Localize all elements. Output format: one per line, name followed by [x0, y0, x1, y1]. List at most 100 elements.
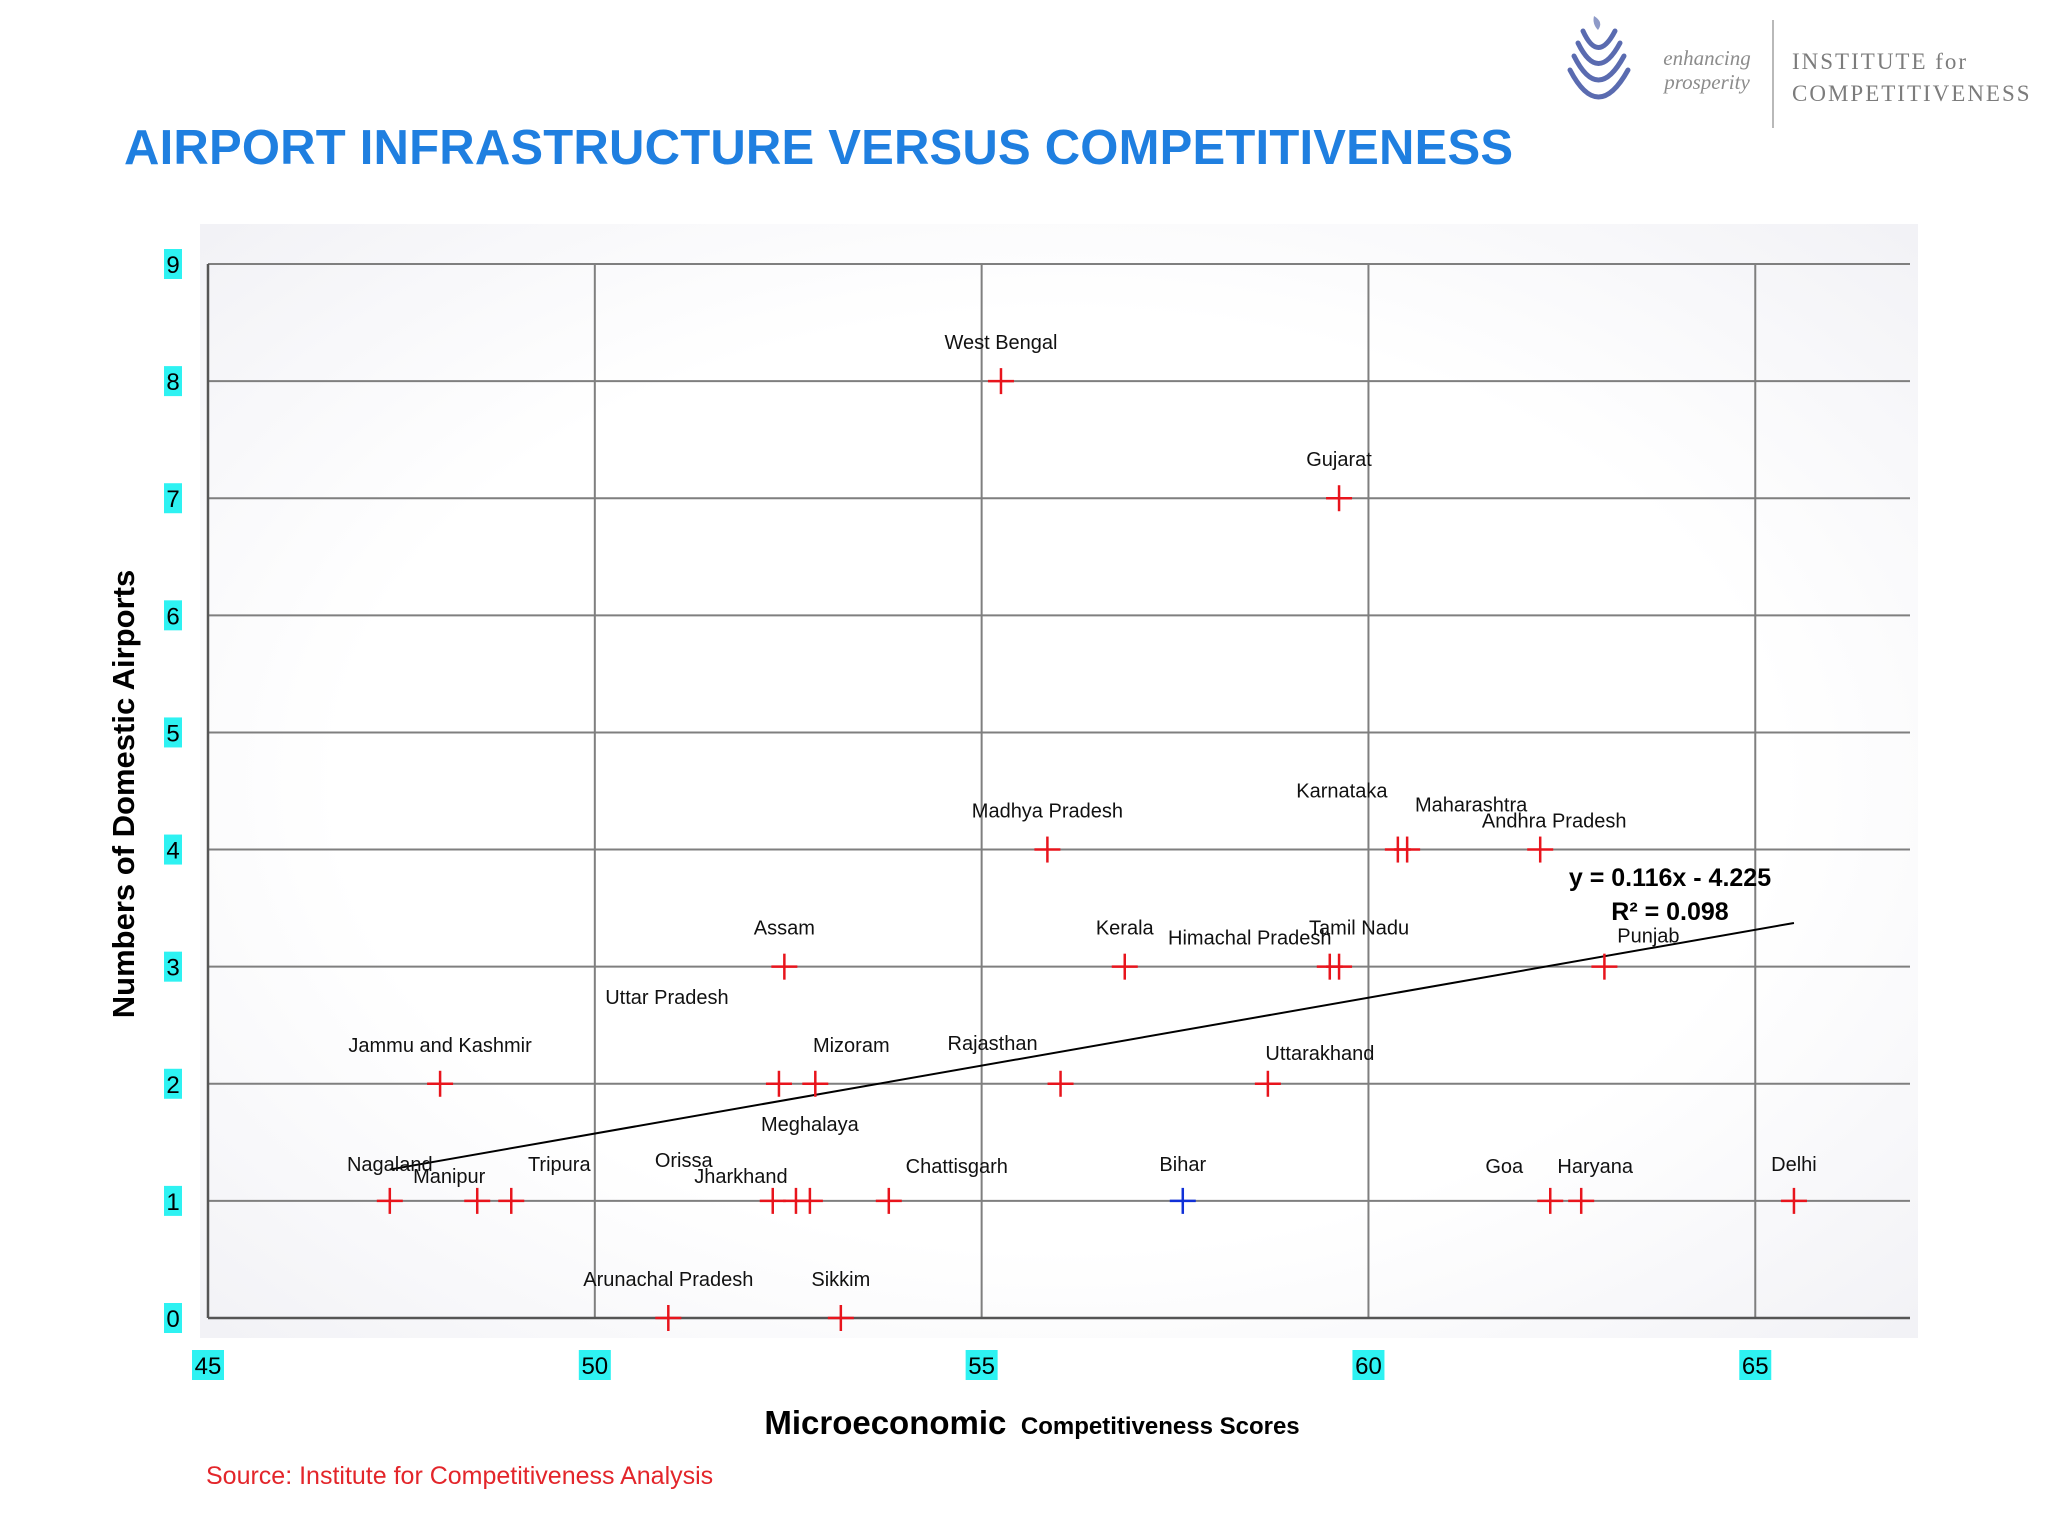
chart-grid: [206, 263, 1910, 1320]
y-tick-highlight: [164, 717, 182, 748]
y-tick-highlight: [164, 483, 182, 514]
trendline-r-squared: R² = 0.098: [1611, 898, 1729, 926]
x-tick-label: 55: [968, 1353, 995, 1380]
point-label: Himachal Pradesh: [1168, 928, 1331, 950]
data-points: West Bengal Gujarat Madhya Pradesh Karnatak…: [347, 332, 1817, 1331]
point-label: Assam: [754, 918, 815, 940]
data-point-mizoram: Mizoram: [802, 1035, 890, 1097]
y-tick-label: 1: [166, 1189, 179, 1216]
x-tick-highlight: [192, 1350, 224, 1380]
data-point-madhya-pradesh: Madhya Pradesh: [972, 801, 1123, 863]
point-label: Tamil Nadu: [1309, 918, 1409, 940]
point-label: Arunachal Pradesh: [583, 1269, 753, 1291]
point-label: Nagaland: [347, 1154, 433, 1176]
point-label: Gujarat: [1306, 449, 1372, 471]
data-point-bihar: Bihar: [1159, 1154, 1206, 1214]
point-label: Rajasthan: [948, 1033, 1038, 1055]
layered-leaf-emblem-icon: [1567, 16, 1631, 100]
point-label: Jharkhand: [694, 1166, 787, 1188]
data-point-nagaland: Nagaland: [347, 1154, 433, 1214]
point-label: Meghalaya: [761, 1114, 860, 1136]
data-point-delhi: Delhi: [1771, 1154, 1817, 1214]
y-tick-highlight: [164, 1068, 182, 1099]
data-point-tamil-nadu: Tamil Nadu: [1309, 918, 1409, 980]
data-point-haryana: Haryana: [1557, 1156, 1634, 1214]
point-label: Maharashtra: [1415, 795, 1528, 817]
point-label: Mizoram: [813, 1035, 890, 1057]
logo-institute-name: INSTITUTE for COMPETITIVENESS: [1792, 49, 2032, 106]
y-tick-label: 3: [166, 955, 179, 982]
data-point-meghalaya: Meghalaya: [761, 1114, 860, 1214]
data-point-chattisgarh: Chattisgarh: [875, 1156, 1008, 1214]
y-tick-highlight: [164, 834, 182, 865]
y-tick-highlight: [164, 366, 182, 397]
x-tick-highlight: [1352, 1350, 1385, 1380]
data-point-uttar-pradesh: Uttar Pradesh: [605, 987, 792, 1097]
point-label: Uttarakhand: [1265, 1043, 1374, 1065]
y-tick-highlight: [164, 951, 182, 982]
y-tick-label: 7: [166, 486, 179, 513]
point-label: Kerala: [1096, 918, 1155, 940]
y-tick-highlight: [164, 1185, 182, 1216]
point-label: Tripura: [528, 1154, 591, 1176]
y-tick-highlight: [164, 600, 182, 631]
trendline-equation: y = 0.116x - 4.225: [1569, 864, 1771, 892]
page-title: AIRPORT INFRASTRUCTURE VERSUS COMPETITIV…: [124, 121, 1514, 175]
y-tick-label: 2: [166, 1072, 179, 1099]
data-point-kerala: Kerala: [1096, 918, 1155, 980]
point-label: Haryana: [1557, 1156, 1633, 1178]
y-tick-label: 6: [166, 603, 179, 630]
data-point-sikkim: Sikkim: [811, 1269, 870, 1331]
point-label: West Bengal: [944, 332, 1057, 354]
data-point-uttarakhand: Uttarakhand: [1254, 1043, 1374, 1097]
point-label: Orissa: [655, 1150, 714, 1172]
x-tick-label: 45: [195, 1353, 222, 1380]
x-tick-highlight: [1739, 1350, 1772, 1380]
logo-tagline: enhancing prosperity: [1663, 46, 1751, 94]
point-label: Goa: [1485, 1156, 1524, 1178]
y-tick-label: 9: [166, 252, 179, 279]
data-point-goa: Goa: [1485, 1156, 1564, 1214]
point-label: Manipur: [413, 1166, 486, 1188]
y-tick-label: 8: [166, 369, 179, 396]
data-point-maharashtra: Maharashtra: [1394, 795, 1528, 863]
y-tick-highlight: [164, 249, 182, 279]
x-axis-title-main: Microeconomic: [764, 1404, 1006, 1441]
x-axis-title-sub: Competitiveness Scores: [1021, 1413, 1300, 1440]
data-point-arunachal-pradesh: Arunachal Pradesh: [583, 1269, 753, 1331]
data-point-andhra-pradesh: Andhra Pradesh: [1482, 811, 1627, 863]
data-point-tripura: Tripura: [498, 1154, 591, 1214]
x-axis-title: Microeconomic Competitiveness Scores: [764, 1404, 1299, 1441]
point-label: Delhi: [1771, 1154, 1817, 1176]
point-label: Chattisgarh: [906, 1156, 1008, 1178]
y-tick-label: 5: [166, 720, 179, 747]
data-point-rajasthan: Rajasthan: [948, 1033, 1074, 1097]
point-label: Sikkim: [811, 1269, 870, 1291]
x-tick-label: 50: [581, 1353, 608, 1380]
data-point-punjab: Punjab: [1591, 926, 1680, 980]
y-tick-highlight: [164, 1303, 182, 1333]
data-point-orissa: Orissa: [655, 1150, 786, 1214]
institute-logo: enhancing prosperity INSTITUTE for COMPE…: [1560, 8, 2040, 128]
point-label: Madhya Pradesh: [972, 801, 1123, 823]
point-label: Karnataka: [1296, 781, 1388, 803]
trendline: [389, 921, 1795, 1171]
x-tick-highlight: [578, 1350, 611, 1380]
trendline-group: [389, 921, 1795, 1171]
source-note: Source: Institute for Competitiveness An…: [206, 1462, 714, 1490]
data-point-west-bengal: West Bengal: [944, 332, 1057, 395]
data-point-gujarat: Gujarat: [1306, 449, 1372, 512]
data-point-jharkhand: Jharkhand: [694, 1166, 809, 1214]
data-point-assam: Assam: [754, 918, 815, 980]
x-tick-label: 60: [1355, 1353, 1382, 1380]
y-tick-label: 4: [166, 838, 179, 865]
data-point-jammu-and-kashmir: Jammu and Kashmir: [348, 1035, 532, 1097]
y-tick-label: 0: [166, 1306, 179, 1333]
x-tick-label: 65: [1742, 1353, 1769, 1380]
x-tick-highlight: [965, 1350, 998, 1380]
point-label: Andhra Pradesh: [1482, 811, 1627, 833]
y-axis-title: Numbers of Domestic Airports: [106, 570, 141, 1018]
point-label: Jammu and Kashmir: [348, 1035, 532, 1057]
